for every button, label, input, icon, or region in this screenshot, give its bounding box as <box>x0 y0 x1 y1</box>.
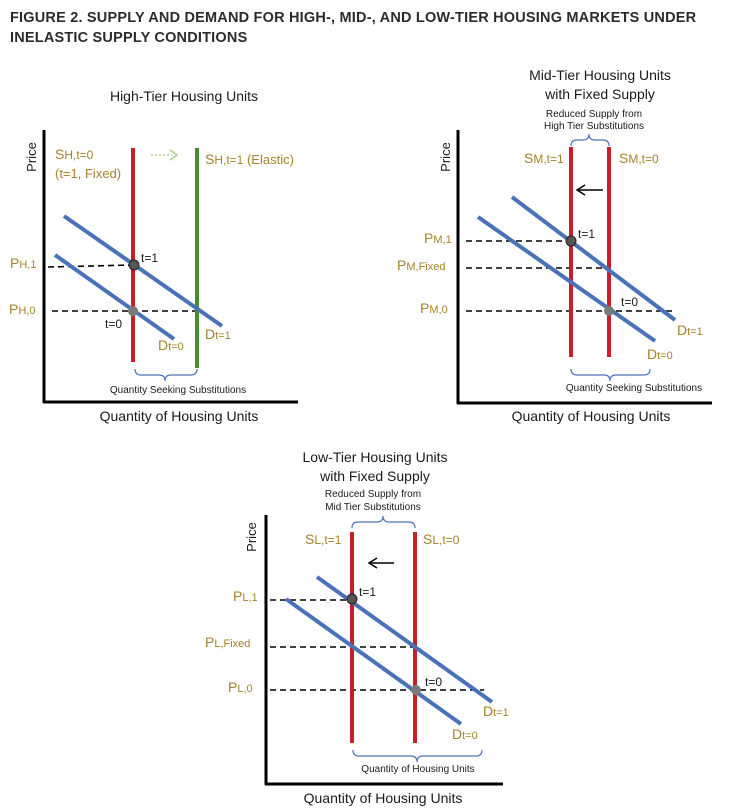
mid-x-axis-label: Quantity of Housing Units <box>512 408 671 424</box>
low-price-fixed-label: PL,Fixed <box>205 634 250 650</box>
low-equilibrium-t0-point <box>411 685 421 695</box>
low-equilibrium-t1-point <box>346 593 358 605</box>
high-y-axis-label: Price <box>24 142 39 172</box>
mid-substitution-bracket <box>570 368 651 382</box>
low-x-axis-label: Quantity of Housing Units <box>304 790 463 806</box>
mid-price-0-label: PM,0 <box>420 300 448 316</box>
mid-price-1-label: PM,1 <box>424 230 452 246</box>
high-x-axis-label: Quantity of Housing Units <box>100 408 259 424</box>
low-price-1-label: PL,1 <box>233 588 258 604</box>
mid-equilibrium-t1-point <box>565 235 577 247</box>
high-bracket-label: Quantity Seeking Substitutions <box>110 385 246 396</box>
low-tier-title-line1: Low-Tier Housing Units <box>303 449 448 465</box>
high-demand-t1-line <box>62 214 224 328</box>
low-bracket-label: Quantity of Housing Units <box>361 764 474 775</box>
high-price-t0-label: PH,0 <box>9 301 35 317</box>
high-tier-title: High-Tier Housing Units <box>110 88 258 104</box>
high-price-line-t1 <box>47 264 135 268</box>
low-reduced-supply-bracket <box>351 515 416 529</box>
low-supply-t0-label: SL,t=0 <box>423 531 460 547</box>
mid-demand-t0-label: Dt=0 <box>647 346 673 362</box>
high-supply-fixed-note: (t=1, Fixed) <box>55 166 121 181</box>
high-point-t0-label: t=0 <box>105 317 122 331</box>
mid-y-axis-label: Price <box>438 142 453 172</box>
high-equilibrium-t0-point <box>128 306 138 316</box>
mid-supply-t1-label: SM,t=1 <box>524 150 564 166</box>
low-supply-t1-label: SL,t=1 <box>305 531 342 547</box>
mid-supply-shift-arrowhead <box>575 184 586 196</box>
high-demand-t1-label: Dt=1 <box>205 326 231 342</box>
high-demand-t0-label: Dt=0 <box>158 337 184 353</box>
low-demand-t0-line <box>284 597 463 726</box>
mid-equilibrium-t0-point <box>604 306 614 316</box>
low-quantity-bracket <box>352 749 483 763</box>
low-supply-shift-arrowhead <box>367 557 378 569</box>
high-supply-elastic-label: SH,t=1 (Elastic) <box>205 151 294 167</box>
mid-demand-t1-line <box>510 195 677 322</box>
high-equilibrium-t1-point <box>128 259 140 271</box>
high-supply-fixed-label: SH,t=0 <box>55 146 94 162</box>
low-demand-t1-line <box>315 575 494 704</box>
mid-tier-panel: Mid-Tier Housing Units with Fixed Supply… <box>397 67 712 424</box>
mid-demand-t1-label: Dt=1 <box>677 322 703 338</box>
mid-tier-title-line2: with Fixed Supply <box>544 86 655 102</box>
low-price-0-label: PL,0 <box>228 679 253 695</box>
mid-bracket-label: Quantity Seeking Substitutions <box>566 383 702 394</box>
figure-title: FIGURE 2. SUPPLY AND DEMAND FOR HIGH-, M… <box>10 10 697 46</box>
high-substitution-bracket <box>134 368 198 382</box>
low-y-axis-label: Price <box>244 522 259 552</box>
high-elastic-shift-arrowhead <box>169 149 179 161</box>
low-reduced-supply-line2: Mid Tier Substitutions <box>325 502 421 513</box>
mid-price-fixed-label: PM,Fixed <box>397 257 445 273</box>
mid-reduced-supply-line1: Reduced Supply from <box>546 109 642 120</box>
high-price-t1-label: PH,1 <box>10 255 36 271</box>
low-point-t0-label: t=0 <box>425 675 442 689</box>
mid-point-t1-label: t=1 <box>578 227 595 241</box>
low-reduced-supply-line1: Reduced Supply from <box>325 489 421 500</box>
low-demand-t1-label: Dt=1 <box>483 703 509 719</box>
high-tier-panel: High-Tier Housing Units Price Quantity o… <box>9 88 298 424</box>
mid-demand-t0-line <box>476 215 657 343</box>
high-point-t1-label: t=1 <box>141 251 158 265</box>
low-point-t1-label: t=1 <box>359 585 376 599</box>
low-tier-title-line2: with Fixed Supply <box>319 468 430 484</box>
mid-reduced-supply-line2: High Tier Substitutions <box>544 121 644 132</box>
mid-reduced-supply-bracket <box>570 133 610 147</box>
mid-point-t0-label: t=0 <box>621 295 638 309</box>
low-demand-t0-label: Dt=0 <box>452 726 478 742</box>
mid-supply-t0-label: SM,t=0 <box>619 150 659 166</box>
high-demand-t0-line <box>53 253 176 341</box>
mid-tier-title-line1: Mid-Tier Housing Units <box>529 67 671 83</box>
low-tier-panel: Low-Tier Housing Units with Fixed Supply… <box>205 449 509 806</box>
